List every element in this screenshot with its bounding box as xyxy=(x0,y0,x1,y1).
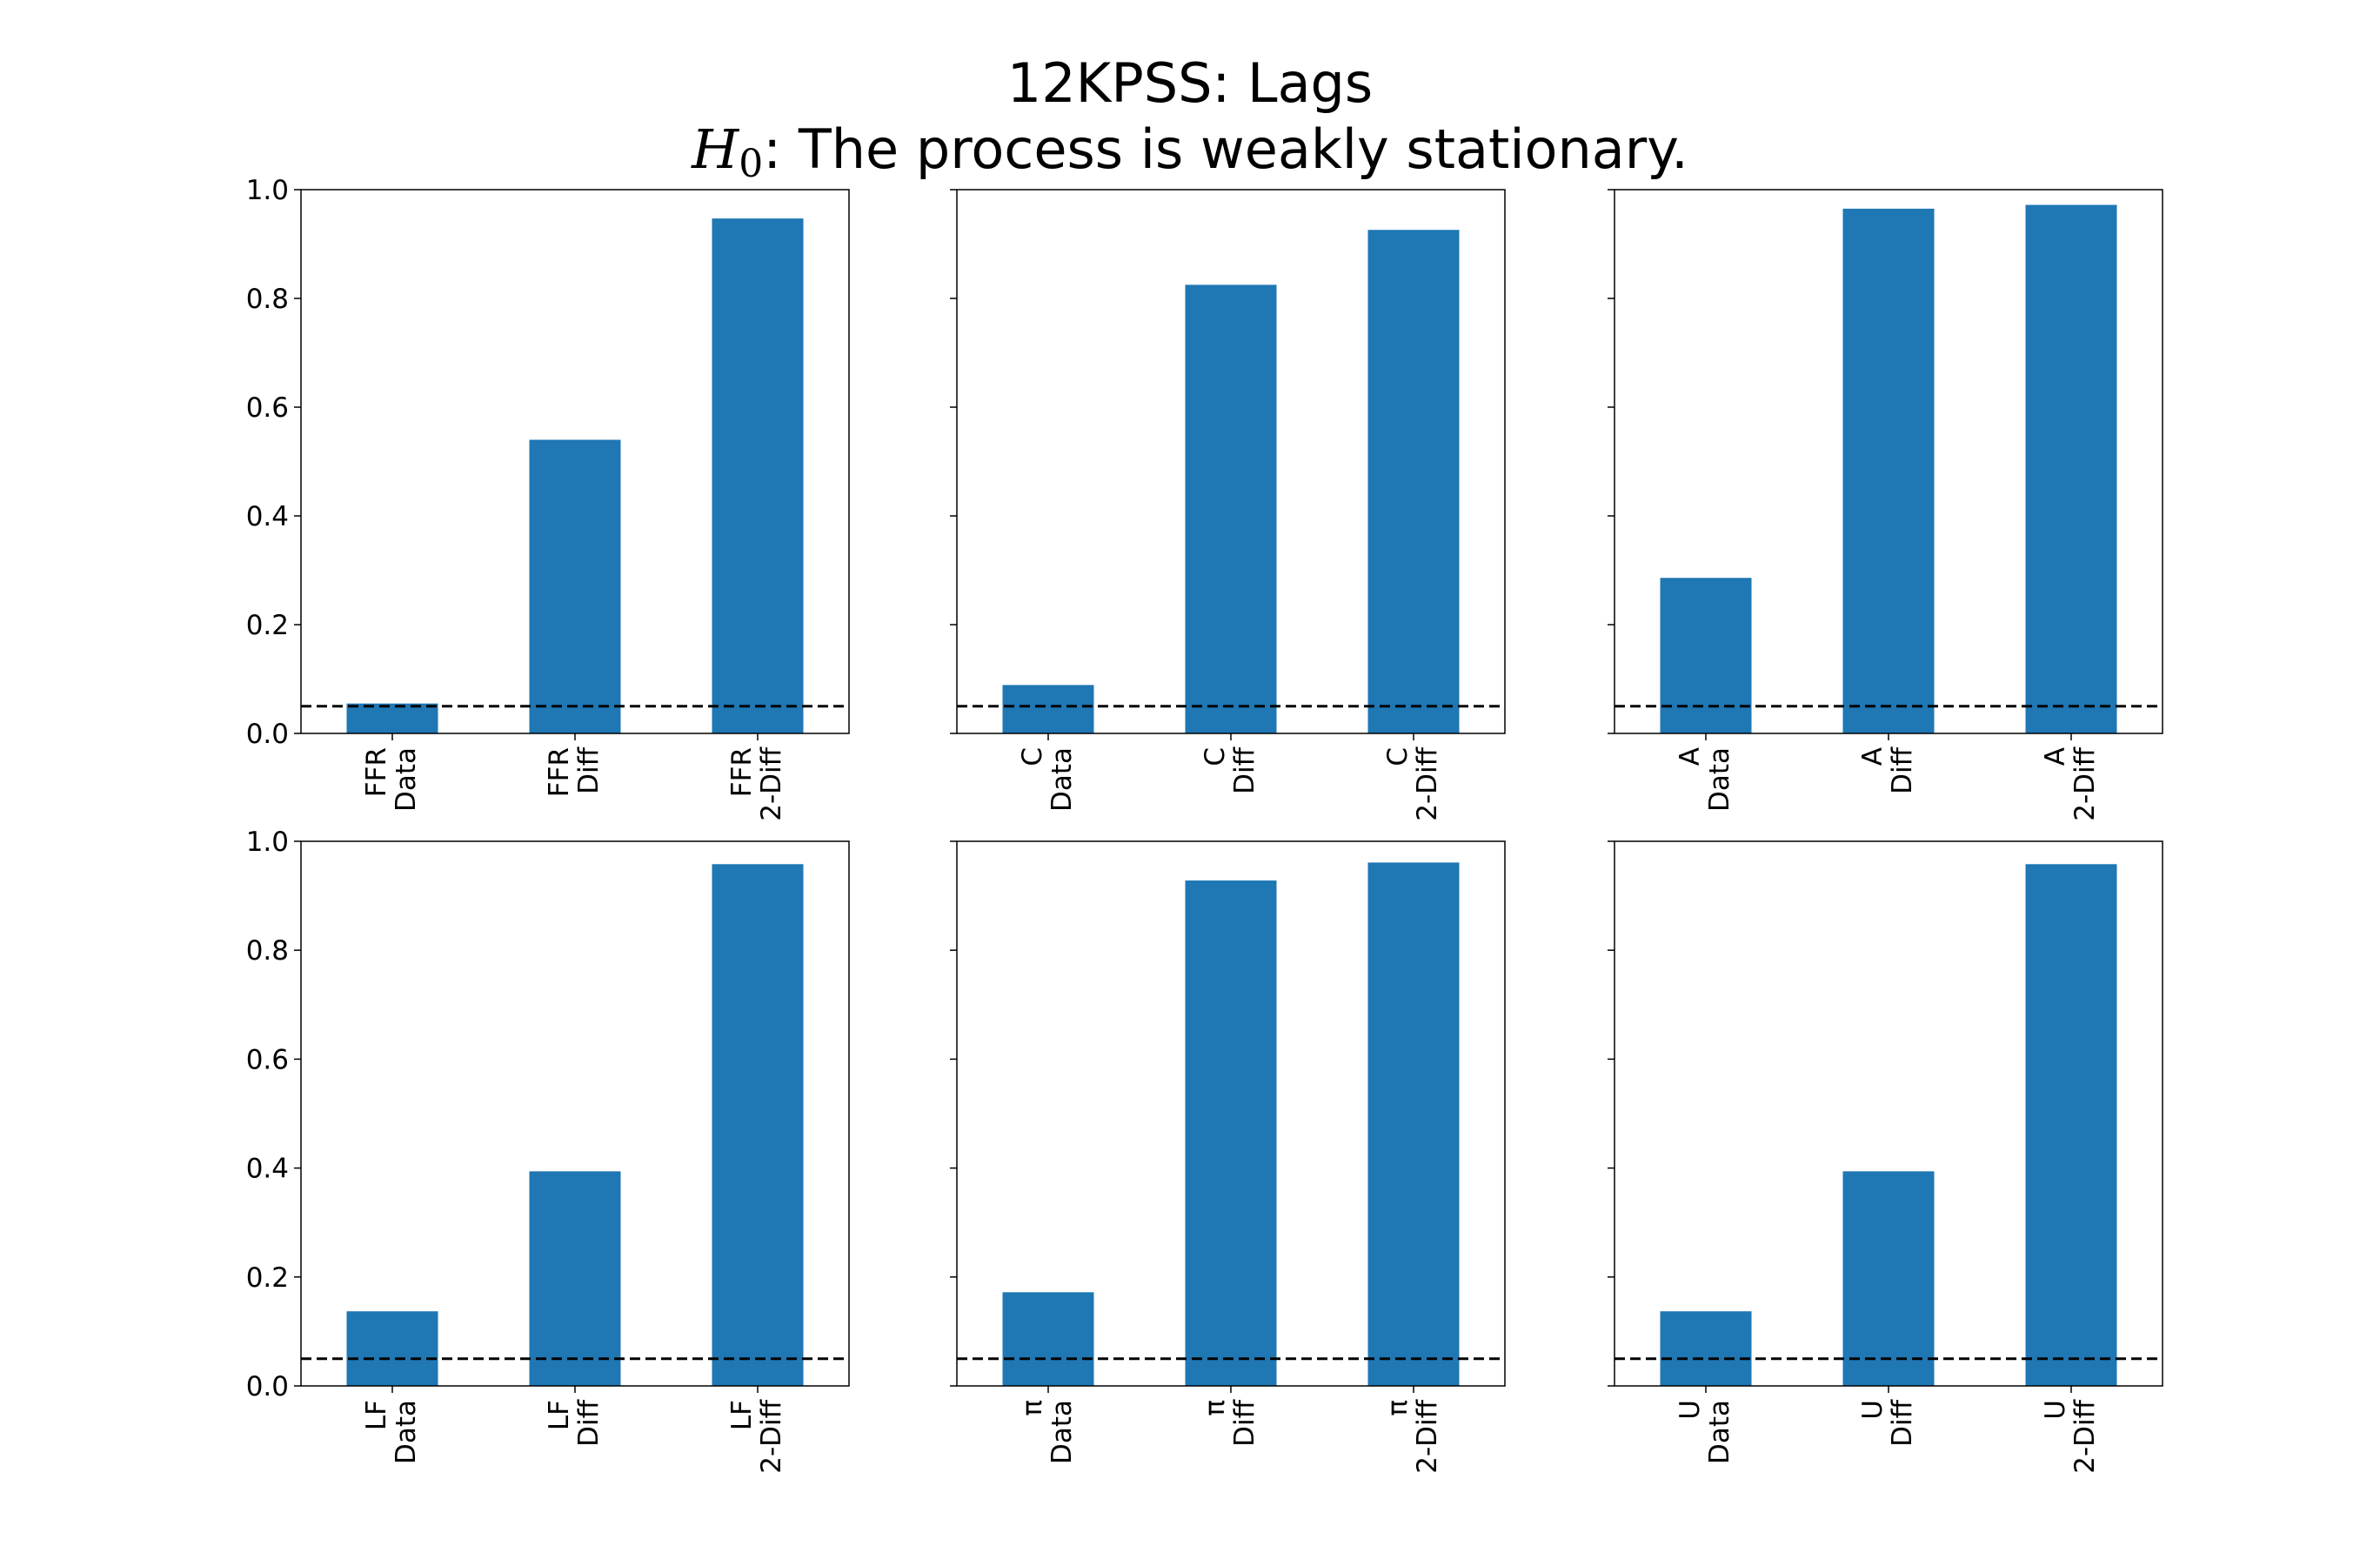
x-tick-label-line: 2-Diff xyxy=(1412,746,1443,820)
bar xyxy=(529,1171,621,1386)
x-tick-label-line: 2-Diff xyxy=(1412,1399,1443,1473)
x-tick-label: π2-Diff xyxy=(1382,1399,1443,1473)
title-line-1: 12KPSS: Lags xyxy=(1006,51,1374,115)
bar xyxy=(529,439,621,733)
x-tick-label: CData xyxy=(1017,747,1078,812)
x-tick-label-line: Data xyxy=(391,1400,422,1464)
bar xyxy=(1842,1171,1935,1386)
x-tick-label-line: FFR xyxy=(361,747,392,797)
x-tick-label: A2-Diff xyxy=(2040,746,2101,820)
bar xyxy=(1185,880,1277,1386)
x-tick-label-line: Data xyxy=(1704,1400,1735,1464)
x-tick-label-line: A xyxy=(2040,747,2071,766)
x-tick-label-line: U xyxy=(1857,1400,1889,1420)
x-tick-label-line: Data xyxy=(391,747,422,812)
x-tick-label: ADiff xyxy=(1857,746,1918,793)
x-tick-label-line: Diff xyxy=(1229,746,1260,793)
y-tick-label: 0.8 xyxy=(246,935,289,967)
x-tick-label-line: C xyxy=(1382,747,1414,766)
x-tick-label: U2-Diff xyxy=(2040,1399,2101,1473)
x-tick-label-line: Diff xyxy=(573,1399,605,1446)
h0-subscript: 0 xyxy=(739,142,764,186)
x-tick-label: LFDiff xyxy=(544,1399,605,1446)
bar xyxy=(712,218,804,733)
h0-statement: : The process is weakly stationary. xyxy=(763,117,1688,181)
bar xyxy=(1842,208,1935,733)
x-tick-label-line: Data xyxy=(1046,747,1078,812)
x-tick-label-line: 2-Diff xyxy=(2069,1399,2101,1473)
x-tick-label-line: U xyxy=(2040,1400,2071,1420)
bar xyxy=(1367,230,1460,733)
x-tick-label-line: U xyxy=(1675,1400,1706,1420)
y-tick-label: 1.0 xyxy=(246,175,289,206)
bar xyxy=(346,703,438,733)
x-tick-label: FFR2-Diff xyxy=(726,746,787,820)
y-tick-label: 0.2 xyxy=(246,610,289,641)
figure-title: 12KPSS: Lags H0: The process is weakly s… xyxy=(0,50,2380,197)
title-line-2: H0: The process is weakly stationary. xyxy=(0,117,2380,197)
y-tick-label: 0.4 xyxy=(246,501,289,532)
y-tick-label: 0.8 xyxy=(246,284,289,315)
x-tick-label-line: LF xyxy=(544,1400,575,1430)
x-tick-label-line: Diff xyxy=(1229,1399,1260,1446)
x-tick-label: AData xyxy=(1675,747,1735,812)
y-tick-label: 0.6 xyxy=(246,392,289,424)
y-tick-label: 0.4 xyxy=(246,1154,289,1185)
bar xyxy=(712,864,804,1386)
y-tick-label: 0.0 xyxy=(246,719,289,750)
x-tick-label: πData xyxy=(1017,1400,1078,1464)
x-tick-label-line: 2-Diff xyxy=(756,1399,787,1473)
x-tick-label-line: π xyxy=(1382,1400,1414,1416)
x-tick-label: UData xyxy=(1675,1400,1735,1464)
x-tick-label-line: A xyxy=(1675,747,1706,766)
x-tick-label-line: π xyxy=(1017,1400,1048,1416)
x-tick-label-line: π xyxy=(1200,1400,1231,1416)
bar xyxy=(1367,862,1460,1386)
subplot-5: πData πDiff π2-Diff xyxy=(950,840,1506,1474)
bar xyxy=(1660,1311,1752,1386)
x-tick-label: LFData xyxy=(361,1400,422,1464)
x-tick-label: CDiff xyxy=(1200,746,1260,793)
x-tick-label: FFRDiff xyxy=(544,746,605,797)
h0-symbol: H0 xyxy=(692,117,763,186)
subplot-3: AData ADiff A2-Diff xyxy=(1608,189,2163,821)
x-tick-label-line: Diff xyxy=(1887,1399,1918,1446)
bar xyxy=(1185,284,1277,733)
x-tick-label-line: A xyxy=(1857,747,1889,766)
y-tick-label: 0.0 xyxy=(246,1371,289,1402)
subplot-6: UData UDiff U2-Diff xyxy=(1608,840,2163,1474)
x-tick-label-line: Data xyxy=(1046,1400,1078,1464)
x-tick-label-line: Data xyxy=(1704,747,1735,812)
x-tick-label-line: C xyxy=(1200,747,1231,766)
x-tick-label-line: Diff xyxy=(1887,746,1918,793)
h0-letter: H xyxy=(692,117,739,181)
x-tick-label-line: LF xyxy=(361,1400,392,1430)
bar xyxy=(2025,864,2117,1386)
x-tick-label: C2-Diff xyxy=(1382,746,1443,820)
x-tick-label-line: 2-Diff xyxy=(756,746,787,820)
subplot-2: CData CDiff C2-Diff xyxy=(950,189,1506,821)
x-tick-label: πDiff xyxy=(1200,1399,1260,1446)
bar xyxy=(1660,578,1752,733)
x-tick-label: FFRData xyxy=(361,747,422,812)
x-tick-label-line: Diff xyxy=(573,746,605,793)
x-tick-label-line: FFR xyxy=(726,747,758,797)
x-tick-label-line: C xyxy=(1017,747,1048,766)
y-tick-label: 0.6 xyxy=(246,1044,289,1075)
y-tick-label: 0.2 xyxy=(246,1262,289,1294)
bar xyxy=(1002,685,1094,733)
x-tick-label-line: FFR xyxy=(544,747,575,797)
x-tick-label: UDiff xyxy=(1857,1399,1918,1446)
x-tick-label-line: 2-Diff xyxy=(2069,746,2101,820)
x-tick-label: LF2-Diff xyxy=(726,1399,787,1473)
x-tick-label-line: LF xyxy=(726,1400,758,1430)
bar xyxy=(2025,204,2117,733)
y-tick-label: 1.0 xyxy=(246,826,289,858)
bar xyxy=(346,1311,438,1386)
bar xyxy=(1002,1292,1094,1386)
